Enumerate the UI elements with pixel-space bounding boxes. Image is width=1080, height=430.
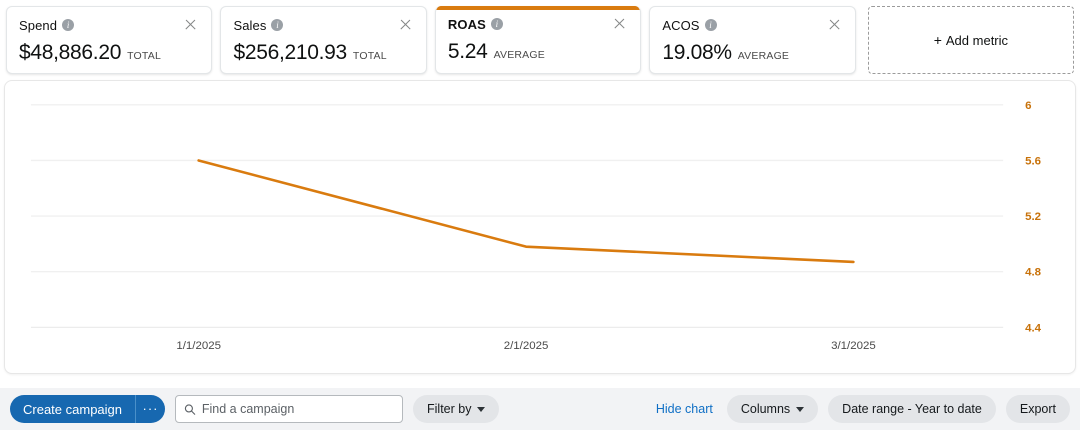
add-metric-label: Add metric bbox=[945, 32, 1009, 48]
svg-text:4.4: 4.4 bbox=[1025, 322, 1042, 334]
gridlines bbox=[30, 104, 1004, 328]
close-icon[interactable] bbox=[398, 17, 414, 33]
svg-text:5.6: 5.6 bbox=[1025, 155, 1041, 167]
metric-unit: AVERAGE bbox=[493, 49, 545, 61]
metric-label: ROAS bbox=[447, 16, 486, 32]
more-options-button[interactable]: ··· bbox=[135, 395, 165, 423]
info-icon[interactable]: i bbox=[490, 18, 503, 30]
search-icon bbox=[184, 403, 196, 415]
chart-line-roas bbox=[197, 159, 855, 264]
metric-unit: TOTAL bbox=[127, 50, 161, 62]
create-campaign-button[interactable]: Create campaign bbox=[10, 395, 135, 423]
y-axis-ticks: 6 5.6 5.2 4.8 4.4 bbox=[1025, 100, 1042, 334]
add-metric-button[interactable]: + Add metric bbox=[867, 6, 1074, 74]
columns-button[interactable]: Columns bbox=[726, 395, 819, 423]
export-button[interactable]: Export bbox=[1005, 395, 1070, 423]
svg-text:2/1/2025: 2/1/2025 bbox=[504, 340, 549, 352]
metric-value-row: 19.08% AVERAGE bbox=[662, 41, 842, 65]
metric-header: ACOS i bbox=[662, 16, 842, 34]
metric-card-sales[interactable]: Sales i $256,210.93 TOTAL bbox=[220, 6, 427, 74]
metrics-row: Spend i $48,886.20 TOTAL Sales i $256,21… bbox=[0, 0, 1080, 74]
info-icon[interactable]: i bbox=[704, 19, 717, 31]
metric-unit: AVERAGE bbox=[737, 50, 790, 62]
chevron-down-icon bbox=[796, 406, 805, 412]
chart-panel: 6 5.6 5.2 4.8 4.4 1/1/2025 2/1/2025 3/1/… bbox=[4, 80, 1076, 374]
svg-text:5.2: 5.2 bbox=[1025, 211, 1041, 223]
search-campaign-box[interactable] bbox=[175, 395, 403, 423]
metric-header: Spend i bbox=[19, 16, 199, 34]
svg-text:4.8: 4.8 bbox=[1025, 267, 1042, 279]
svg-text:3/1/2025: 3/1/2025 bbox=[831, 340, 876, 352]
create-campaign-split-button: Create campaign ··· bbox=[10, 395, 165, 423]
filter-by-label: Filter by bbox=[427, 402, 472, 416]
metric-value: 5.24 bbox=[447, 40, 488, 63]
svg-text:1/1/2025: 1/1/2025 bbox=[176, 340, 221, 352]
metric-label: Spend bbox=[19, 17, 58, 33]
metric-value: $48,886.20 bbox=[19, 41, 122, 64]
bottom-toolbar: Create campaign ··· Filter by Hide chart… bbox=[0, 388, 1080, 430]
metric-value-row: $256,210.93 TOTAL bbox=[233, 41, 413, 65]
metric-label: ACOS bbox=[662, 17, 700, 33]
date-range-button[interactable]: Date range - Year to date bbox=[828, 395, 996, 423]
svg-text:6: 6 bbox=[1025, 100, 1031, 112]
plus-icon: + bbox=[933, 32, 942, 48]
metric-header: ROAS i bbox=[448, 15, 628, 33]
close-icon[interactable] bbox=[612, 16, 628, 32]
metric-card-roas[interactable]: ROAS i 5.24 AVERAGE bbox=[434, 6, 642, 74]
metric-label: Sales bbox=[233, 17, 267, 33]
hide-chart-button[interactable]: Hide chart bbox=[652, 402, 717, 416]
metric-value: 19.08% bbox=[662, 41, 732, 64]
metric-card-acos[interactable]: ACOS i 19.08% AVERAGE bbox=[649, 6, 856, 74]
columns-label: Columns bbox=[740, 402, 791, 416]
info-icon[interactable]: i bbox=[271, 19, 284, 31]
close-icon[interactable] bbox=[827, 17, 843, 33]
metric-value-row: 5.24 AVERAGE bbox=[448, 40, 628, 64]
roas-line-chart: 6 5.6 5.2 4.8 4.4 1/1/2025 2/1/2025 3/1/… bbox=[30, 100, 1042, 352]
metric-card-spend[interactable]: Spend i $48,886.20 TOTAL bbox=[6, 6, 213, 74]
info-icon[interactable]: i bbox=[62, 19, 75, 31]
search-input[interactable] bbox=[201, 402, 394, 416]
chevron-down-icon bbox=[477, 406, 486, 412]
filter-by-button[interactable]: Filter by bbox=[413, 395, 500, 423]
selected-indicator bbox=[435, 6, 641, 10]
metric-header: Sales i bbox=[233, 16, 413, 34]
metric-value-row: $48,886.20 TOTAL bbox=[19, 41, 199, 65]
metric-value: $256,210.93 bbox=[233, 41, 347, 64]
metric-unit: TOTAL bbox=[352, 50, 387, 62]
close-icon[interactable] bbox=[183, 17, 199, 33]
x-axis-ticks: 1/1/2025 2/1/2025 3/1/2025 bbox=[176, 340, 875, 352]
